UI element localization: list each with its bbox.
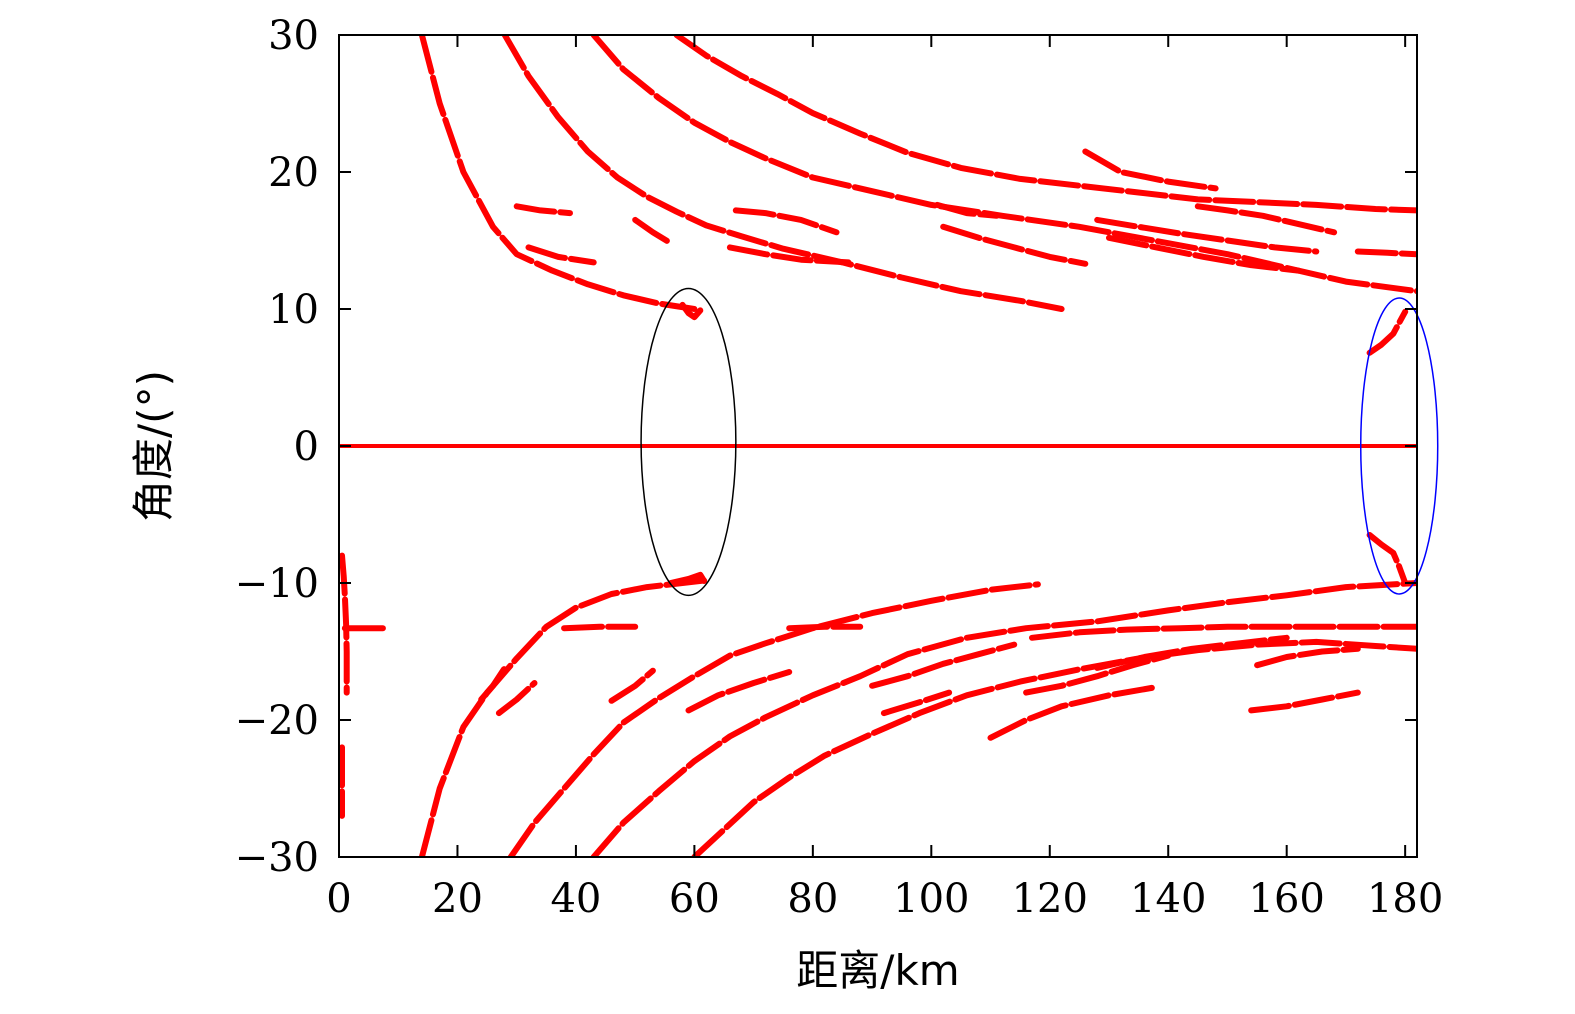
series-trace [339,552,350,696]
x-tick-label: 20 [432,876,483,922]
series-trace [987,684,1160,741]
series-trace [1094,216,1320,255]
series-trace [685,669,793,714]
series-trace [1254,645,1361,669]
series-trace [1194,203,1338,236]
series-trace [1106,234,1302,274]
x-tick-label: 100 [893,876,969,922]
series-trace [1248,689,1361,714]
series-trace [934,201,1000,219]
x-axis: 0 20 40 60 80 100 120 140 160 180 [326,35,1443,922]
series-trace [880,689,953,717]
y-tick-label: −30 [235,835,319,881]
x-tick-label: 40 [550,876,601,922]
series-trace [507,581,1041,857]
series-trace [590,580,1417,857]
series-trace [732,207,840,236]
series-trace [786,623,864,632]
series-trace [1094,634,1290,671]
series-trace [478,664,508,703]
y-tick-label: −10 [235,561,319,607]
series-trace [1082,148,1219,192]
x-tick-label: 160 [1249,876,1325,922]
series-trace [869,641,1018,689]
series-trace [1354,248,1417,258]
series-trace [418,35,698,312]
annotations [640,287,1439,597]
series-trace [525,244,597,266]
series-trace [726,244,852,266]
x-tick-label: 60 [669,876,720,922]
series-trace [691,638,1417,857]
series-trace [673,35,1417,214]
series-trace [561,623,639,632]
series-trace [501,35,1065,312]
y-axis-label: 角度/(°) [129,370,178,522]
series-trace [1029,623,1417,641]
series-trace [590,35,1417,295]
y-tick-label: 10 [268,287,319,333]
y-tick-label: 20 [268,150,319,196]
highlight-ellipse [1359,297,1439,595]
highlight-ellipse [640,287,737,597]
series-trace [1366,532,1409,586]
series-trace [418,577,710,857]
y-axis: −30 −20 −10 0 10 20 30 [235,13,1417,881]
x-tick-label: 120 [1012,876,1088,922]
series-trace [513,203,573,217]
x-tick-label: 180 [1367,876,1443,922]
series-trace [1366,308,1409,356]
plot-area [339,35,1417,857]
y-tick-label: 0 [294,424,319,470]
series-trace [608,667,656,704]
y-tick-label: 30 [268,13,319,59]
x-axis-label: 距离/km [796,946,959,995]
x-tick-label: 0 [326,876,351,922]
y-tick-label: −20 [235,698,319,744]
series-trace [679,301,704,321]
series-trace [940,223,1089,267]
series-trace [667,571,710,588]
x-tick-label: 80 [787,876,838,922]
series-trace [632,216,674,247]
x-tick-label: 140 [1130,876,1206,922]
series-trace [1023,652,1172,696]
series-trace [495,680,538,717]
